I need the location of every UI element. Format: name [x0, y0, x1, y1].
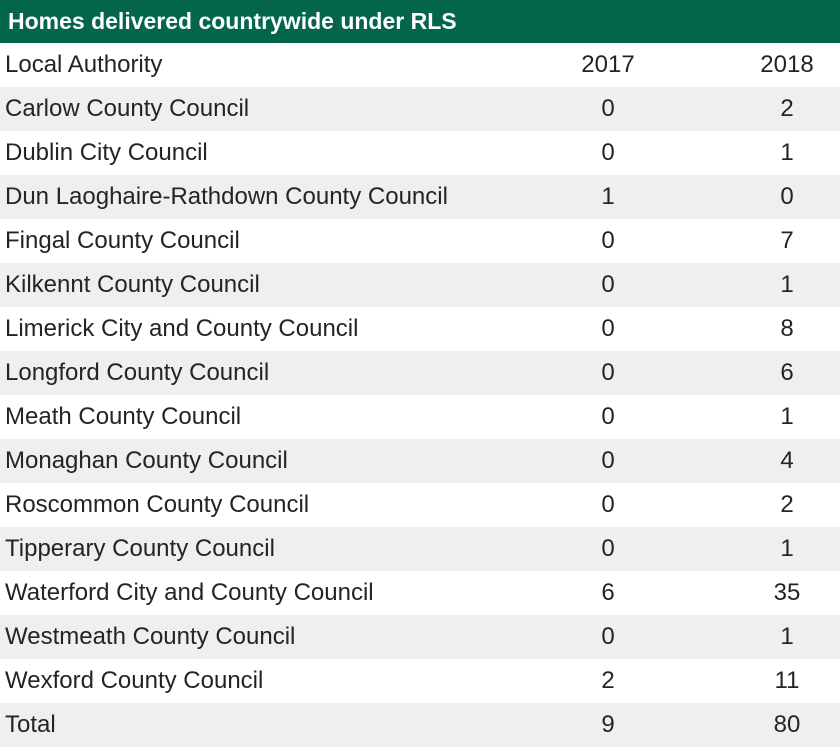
- row-value-2017: 0: [601, 491, 615, 518]
- row-value-2018: 1: [780, 623, 794, 650]
- row-value-2017: 9: [601, 711, 615, 738]
- table-row: Dun Laoghaire-Rathdown County Council 1 0: [0, 175, 840, 219]
- table-row: Fingal County Council 0 7: [0, 219, 840, 263]
- row-value-2017: 0: [601, 623, 615, 650]
- row-name: Dublin City Council: [5, 139, 208, 166]
- column-header-2018: 2018: [760, 51, 814, 78]
- row-value-2017: 0: [601, 271, 615, 298]
- row-value-2017: 0: [601, 139, 615, 166]
- row-name: Kilkennt County Council: [5, 271, 260, 298]
- table-row: Meath County Council 0 1: [0, 395, 840, 439]
- row-value-2018: 1: [780, 403, 794, 430]
- row-name: Dun Laoghaire-Rathdown County Council: [5, 183, 448, 210]
- row-name: Carlow County Council: [5, 95, 250, 122]
- row-value-2018: 11: [774, 667, 800, 694]
- row-value-2018: 8: [780, 315, 794, 342]
- table-row: Kilkennt County Council 0 1: [0, 263, 840, 307]
- row-name: Monaghan County Council: [5, 447, 288, 474]
- row-value-2018: 4: [780, 447, 794, 474]
- row-value-2017: 2: [601, 667, 615, 694]
- row-value-2018: 7: [780, 227, 794, 254]
- row-value-2017: 1: [601, 183, 615, 210]
- row-value-2018: 2: [780, 95, 794, 122]
- table-row: Carlow County Council 0 2: [0, 87, 840, 131]
- column-header-local-authority: Local Authority: [5, 51, 163, 78]
- table-body: Carlow County Council 0 2 Dublin City Counc…: [0, 87, 840, 747]
- row-value-2018: 1: [780, 139, 794, 166]
- row-name: Waterford City and County Council: [5, 579, 374, 606]
- table-row: Tipperary County Council 0 1: [0, 527, 840, 571]
- row-name: Roscommon County Council: [5, 491, 310, 518]
- row-value-2017: 0: [601, 535, 615, 562]
- row-value-2018: 0: [780, 183, 794, 210]
- row-name: Limerick City and County Council: [5, 315, 359, 342]
- row-value-2018: 6: [780, 359, 794, 386]
- row-value-2017: 0: [601, 403, 615, 430]
- table-row: Wexford County Council 2 11: [0, 659, 840, 703]
- row-name: Wexford County Council: [5, 667, 264, 694]
- row-name: Total: [5, 711, 56, 738]
- row-value-2017: 6: [601, 579, 615, 606]
- column-header-2017: 2017: [581, 51, 635, 78]
- row-value-2018: 1: [780, 535, 794, 562]
- table-row: Longford County Council 0 6: [0, 351, 840, 395]
- row-value-2017: 0: [601, 359, 615, 386]
- row-value-2018: 1: [780, 271, 794, 298]
- table-row: Limerick City and County Council 0 8: [0, 307, 840, 351]
- row-name: Fingal County Council: [5, 227, 240, 254]
- row-value-2017: 0: [601, 227, 615, 254]
- table-row: Roscommon County Council 0 2: [0, 483, 840, 527]
- table-header-row: Local Authority 2017 2018: [0, 43, 840, 87]
- row-name: Longford County Council: [5, 359, 270, 386]
- row-name: Tipperary County Council: [5, 535, 275, 562]
- table-title: Homes delivered countrywide under RLS: [0, 0, 840, 43]
- total-row: Total 9 80: [0, 703, 840, 747]
- row-value-2018: 80: [773, 711, 801, 738]
- row-name: Meath County Council: [5, 403, 242, 430]
- table-row: Waterford City and County Council 6 35: [0, 571, 840, 615]
- row-value-2017: 0: [601, 95, 615, 122]
- row-value-2018: 35: [773, 579, 801, 606]
- row-name: Westmeath County Council: [5, 623, 296, 650]
- row-value-2017: 0: [601, 315, 615, 342]
- table-row: Dublin City Council 0 1: [0, 131, 840, 175]
- table-row: Westmeath County Council 0 1: [0, 615, 840, 659]
- row-value-2018: 2: [780, 491, 794, 518]
- table-row: Monaghan County Council 0 4: [0, 439, 840, 483]
- row-value-2017: 0: [601, 447, 615, 474]
